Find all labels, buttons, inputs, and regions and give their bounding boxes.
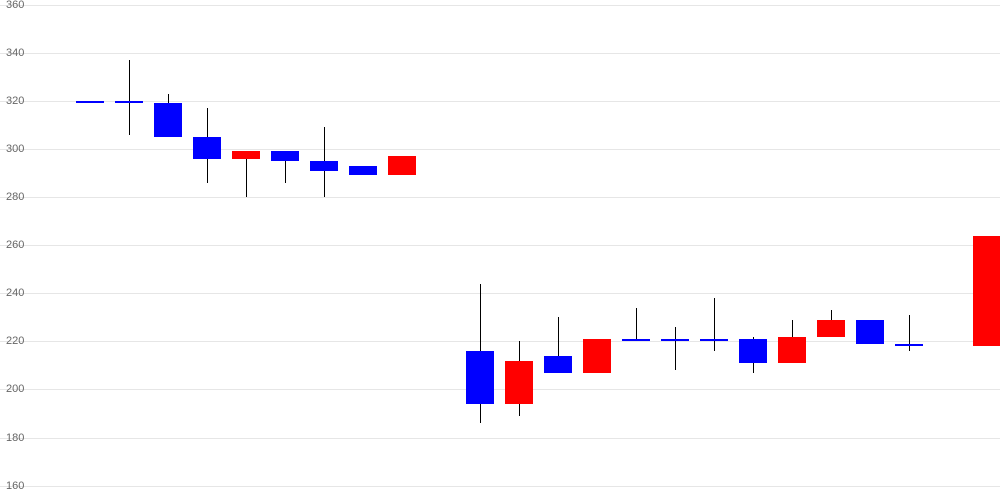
y-tick-label: 240 [6,287,24,299]
y-gridline [0,293,1000,294]
y-gridline [0,486,1000,487]
y-gridline [0,245,1000,246]
candle-body [895,344,923,346]
candle-body [817,320,845,337]
candle-body [154,103,182,137]
y-gridline [0,5,1000,6]
y-gridline [0,149,1000,150]
candle-wick [129,60,130,135]
y-tick-label: 280 [6,191,24,203]
candle-body [622,339,650,341]
candle-body [583,339,611,373]
y-gridline [0,438,1000,439]
candle-body [232,151,260,158]
candle-body [193,137,221,159]
candle-body [310,161,338,171]
candle-body [466,351,494,404]
candle-body [349,166,377,176]
y-tick-label: 340 [6,47,24,59]
y-tick-label: 360 [6,0,24,11]
candle-body [271,151,299,161]
y-gridline [0,197,1000,198]
y-tick-label: 320 [6,95,24,107]
candle-wick [675,327,676,370]
y-tick-label: 160 [6,480,24,492]
candle-body [973,236,1000,347]
y-gridline [0,389,1000,390]
candle-body [661,339,689,341]
candle-body [76,101,104,103]
candle-body [739,339,767,363]
candle-wick [714,298,715,351]
candle-body [700,339,728,341]
candle-body [505,361,533,404]
y-tick-label: 300 [6,143,24,155]
candle-body [778,337,806,363]
candle-body [544,356,572,373]
y-tick-label: 180 [6,432,24,444]
candle-body [115,101,143,103]
candle-body [856,320,884,344]
y-gridline [0,53,1000,54]
y-gridline [0,101,1000,102]
candle-body [388,156,416,175]
candlestick-chart: 160 180 200 220 240 260 280 300 320 340 360 [0,0,1000,500]
candle-wick [636,308,637,342]
y-tick-label: 260 [6,239,24,251]
y-gridline [0,341,1000,342]
y-tick-label: 220 [6,335,24,347]
y-tick-label: 200 [6,383,24,395]
